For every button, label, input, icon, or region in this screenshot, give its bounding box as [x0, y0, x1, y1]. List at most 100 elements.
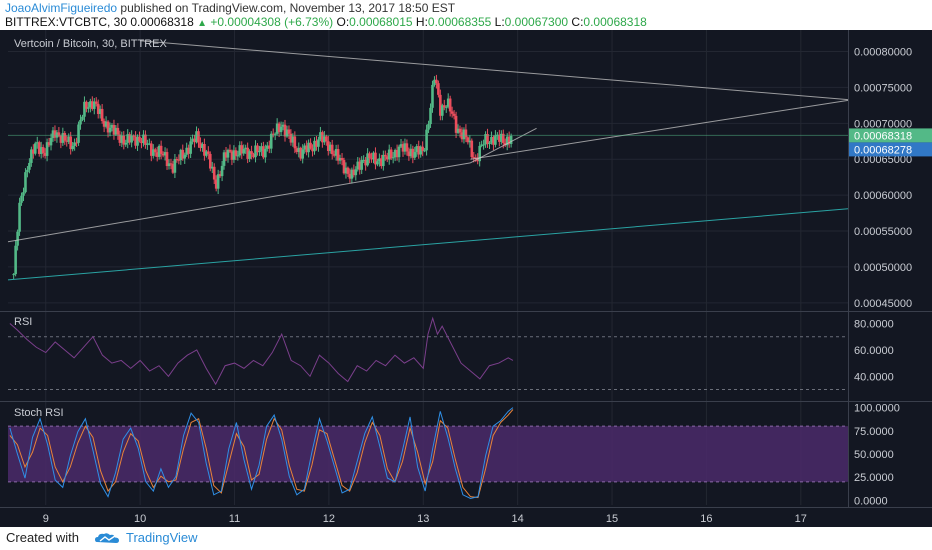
chart-area[interactable]: 9 10 11 12 13 14 15 16 17 0.00080000 0.00075000 0.0… [0, 30, 932, 527]
candle-body [163, 152, 167, 156]
candle-body [293, 136, 297, 149]
candle-body [98, 108, 102, 114]
candle-body [59, 135, 63, 143]
candle-body [49, 137, 53, 146]
candle-body [356, 161, 360, 170]
candle-body [53, 130, 57, 138]
candle-body [57, 132, 61, 136]
candle-body [18, 202, 21, 232]
high-value: 0.00068355 [427, 15, 492, 29]
candle-body [301, 149, 305, 159]
candle-body [177, 159, 181, 161]
candle-body [354, 169, 358, 176]
candle-body [311, 148, 314, 152]
second-price-badge [849, 142, 932, 157]
low-value: 0.00067300 [504, 15, 569, 29]
candle-body [454, 115, 458, 133]
y-tick-label: 0.00065000 [854, 154, 912, 166]
candle-body [291, 136, 295, 143]
candle-body [191, 138, 194, 142]
candle-body [427, 124, 430, 130]
candle-body [142, 134, 145, 144]
candle-body [83, 101, 86, 117]
candle-body [264, 148, 267, 158]
candle-body [323, 136, 326, 143]
candle-body [197, 131, 200, 143]
candle-body [370, 158, 373, 160]
close-value: 0.00068318 [583, 15, 647, 29]
candle-body [161, 153, 165, 156]
candle-body [423, 150, 426, 152]
x-tick-label: 9 [43, 513, 49, 525]
tradingview-brand[interactable]: TradingView [126, 530, 198, 545]
candle-body [189, 141, 192, 154]
last-price: 0.00068318 [130, 15, 194, 29]
candle-body [509, 135, 513, 144]
x-tick-label: 15 [606, 513, 618, 525]
candle-body [419, 146, 422, 155]
candle-body [303, 145, 306, 150]
candle-body [372, 152, 375, 160]
ohlc-line: BITTREX:VTCBTC, 30 0.00068318 ▲ +0.00004… [5, 15, 647, 29]
y-tick-label: 0.00070000 [854, 118, 912, 130]
candle-body [43, 153, 47, 156]
candle-body [153, 149, 157, 153]
y-tick-label: 0.00060000 [854, 190, 912, 202]
candle-body [442, 105, 446, 108]
candle-body [277, 123, 281, 133]
candle-body [466, 137, 470, 143]
candle-body [20, 195, 23, 203]
candle-body [205, 151, 208, 156]
candle-body [444, 106, 448, 108]
chart-header: JoaoAlvimFigueiredo published on Trading… [0, 0, 932, 30]
candle-body [437, 83, 440, 95]
candle-body [289, 133, 293, 143]
candle-body [271, 133, 275, 135]
candle-body [12, 274, 15, 276]
x-tick-label: 12 [323, 513, 335, 525]
candle-body [344, 167, 348, 174]
candle-body [409, 148, 413, 157]
y-tick-label: 0.00080000 [854, 47, 912, 59]
candle-body [448, 98, 452, 112]
last-price-label: 0.00068318 [854, 130, 912, 142]
candle-body [415, 146, 419, 153]
high-label: H: [415, 15, 428, 29]
candle-body [287, 129, 291, 134]
candle-body [266, 145, 269, 149]
candle-body [246, 147, 249, 159]
candle-body [39, 147, 43, 154]
candle-body [51, 130, 55, 138]
open-value: 0.00068015 [349, 15, 413, 29]
candle-body [91, 101, 94, 109]
candle-body [374, 152, 377, 165]
lower-trendline [7, 162, 471, 243]
candle-body [405, 143, 409, 152]
candle-body [260, 146, 263, 151]
author-link[interactable]: JoaoAlvimFigueiredo [5, 1, 118, 15]
candle-body [352, 169, 356, 176]
candle-body [464, 129, 468, 138]
open-label: O: [336, 15, 350, 29]
stoch-y-tick-label: 75.0000 [854, 426, 894, 438]
candle-body [273, 133, 277, 135]
candle-body [151, 149, 155, 156]
candle-body [267, 145, 271, 149]
candle-body [376, 161, 379, 165]
candle-body [92, 101, 96, 109]
candle-body [157, 145, 161, 157]
candle-body [201, 143, 204, 148]
created-with-text: Created with [6, 530, 79, 545]
candle-body [73, 142, 76, 146]
candle-body [498, 134, 501, 142]
candle-body [63, 133, 67, 141]
x-tick-label: 13 [417, 513, 429, 525]
candle-body [382, 154, 385, 167]
candle-body [114, 127, 118, 135]
candle-body [389, 149, 393, 159]
stoch-rsi-title: Stoch RSI [14, 407, 64, 419]
candle-body [340, 158, 344, 161]
candle-body [507, 136, 511, 144]
chart-svg[interactable]: 9 10 11 12 13 14 15 16 17 0.00080000 0.00075000 0.0… [0, 30, 932, 527]
candle-body [183, 154, 187, 159]
